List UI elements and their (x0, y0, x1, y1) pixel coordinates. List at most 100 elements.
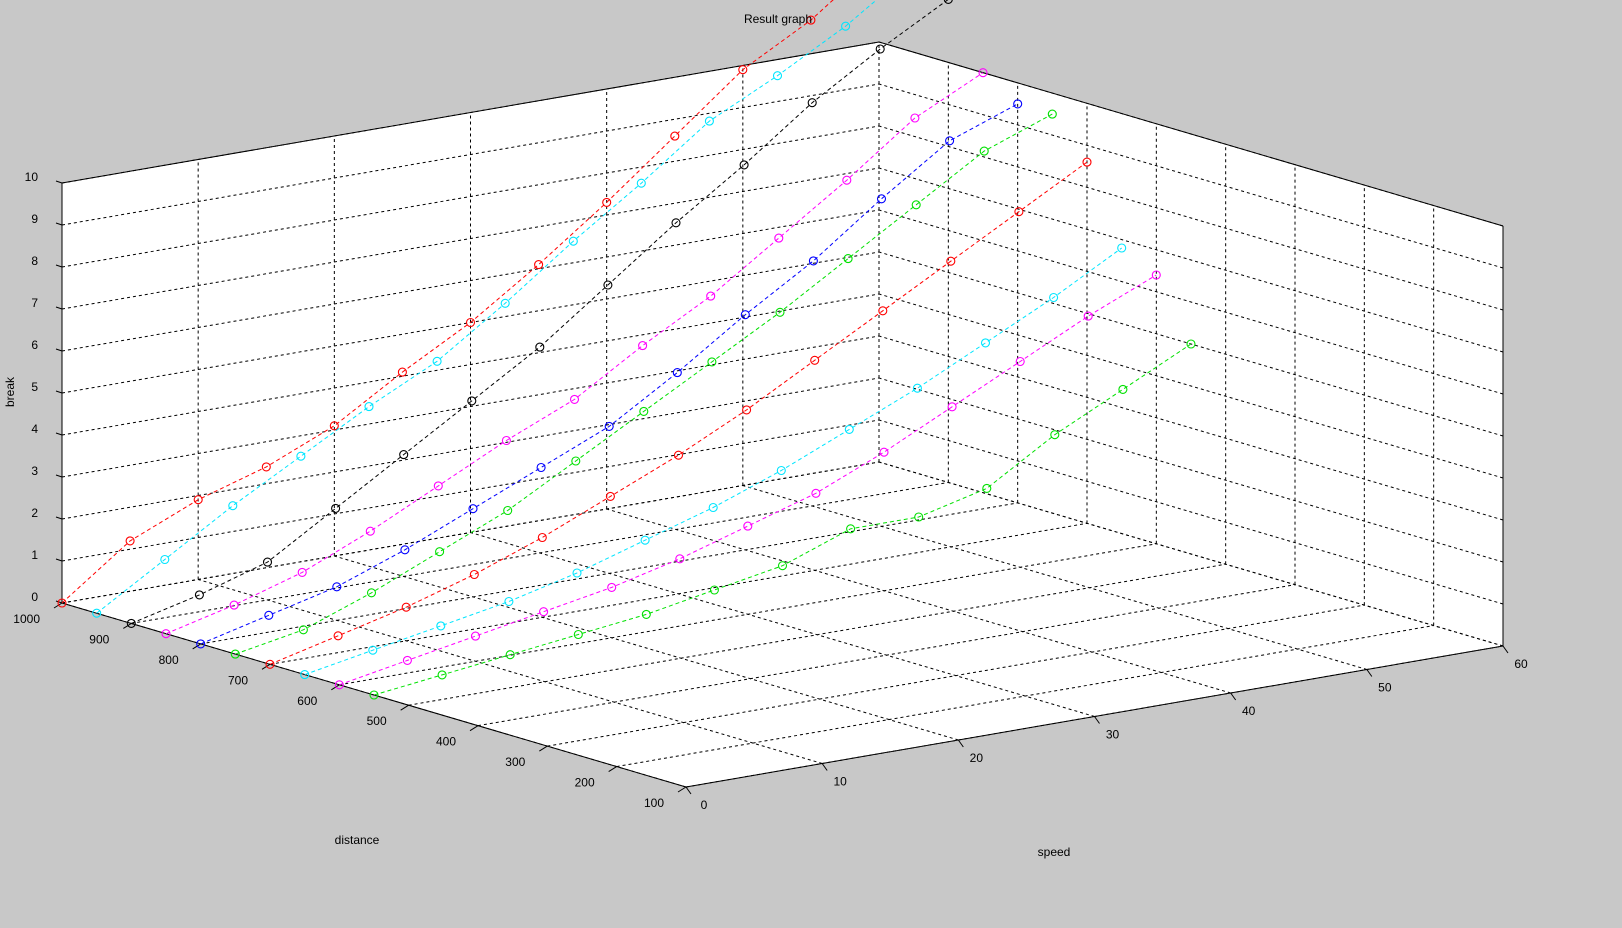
speed-tick-label: 10 (833, 775, 847, 789)
grid-line-break-wall-y (878, 125, 1504, 311)
data-point (537, 532, 547, 543)
data-point (979, 146, 989, 156)
break-tick-label: 2 (31, 506, 38, 520)
grid-line-speed-floor (606, 508, 1231, 694)
data-point (196, 639, 206, 649)
data-point (776, 465, 786, 476)
tick-labels: 0102030405060100200300400500600700800900… (13, 170, 1528, 812)
grid-line-break-wall-y (878, 377, 1504, 563)
grid-line-distance-floor (200, 502, 1018, 645)
data-point (738, 65, 748, 75)
grid-line-break-wall-y (878, 209, 1504, 395)
data-point (811, 488, 821, 498)
data-point (228, 501, 238, 511)
grid-line-distance-floor (547, 604, 1365, 747)
distance-tick-label: 400 (436, 735, 456, 749)
data-point (739, 160, 749, 170)
distance-tick-label: 300 (505, 755, 525, 769)
data-point (709, 585, 719, 595)
data-point (364, 402, 374, 412)
speed-tick-mark (1230, 692, 1237, 701)
break-tick-mark (55, 390, 63, 394)
data-point (638, 341, 648, 351)
speed-tick-label: 30 (1106, 728, 1120, 742)
break-tick-mark (55, 516, 63, 520)
chart-title: Result graph (744, 12, 812, 26)
speed-tick-label: 60 (1514, 657, 1528, 671)
data-point (467, 396, 477, 406)
data-point (707, 357, 717, 367)
data-point (846, 524, 856, 534)
grid-line-break-wall-y (878, 419, 1504, 605)
break-tick-mark (55, 222, 63, 226)
break-tick-mark (55, 432, 63, 436)
grid-line-speed-floor (742, 485, 1367, 670)
data-point (400, 545, 410, 555)
z-axis-label: break (3, 376, 17, 407)
data-point (675, 554, 685, 564)
data-point (943, 0, 953, 4)
data-point (329, 421, 339, 431)
data-point (569, 394, 580, 404)
data-point (539, 607, 549, 617)
data-point (57, 598, 67, 608)
data-point (1047, 109, 1057, 119)
grid-line-break-wall-x (61, 335, 880, 478)
series-8 (300, 243, 1127, 680)
distance-tick-label: 600 (297, 694, 317, 708)
data-point (673, 450, 684, 460)
grid-line-break-wall-y (878, 167, 1504, 353)
data-point (806, 15, 816, 25)
data-point (978, 68, 988, 78)
data-point (568, 236, 578, 246)
break-tick-mark (55, 348, 63, 352)
data-point (436, 621, 446, 631)
distance-tick-label: 100 (644, 796, 664, 810)
data-point (264, 610, 274, 620)
grid-line-speed-floor (334, 555, 959, 741)
data-point (879, 447, 889, 457)
data-point (261, 462, 271, 472)
data-point (1015, 356, 1025, 367)
distance-tick-mark (123, 623, 132, 629)
break-tick-label: 10 (25, 170, 39, 184)
data-point (331, 503, 341, 513)
series-4 (161, 68, 988, 639)
data-point (841, 21, 851, 31)
distance-tick-mark (608, 766, 617, 772)
data-point (501, 435, 511, 446)
data-point (808, 256, 818, 266)
break-tick-mark (55, 306, 63, 310)
frame-edge (878, 41, 1504, 227)
speed-tick-mark (1094, 716, 1100, 724)
series-1 (57, 0, 834, 608)
break-tick-label: 7 (31, 296, 38, 310)
data-point (1151, 270, 1161, 280)
data-point (572, 568, 582, 578)
series-line (373, 343, 1192, 696)
data-point (296, 451, 306, 461)
data-point (602, 197, 612, 207)
data-point (504, 596, 514, 607)
data-point (1117, 243, 1127, 253)
data-point (605, 491, 615, 501)
data-point (672, 368, 682, 378)
y-axis-label: distance (335, 833, 380, 847)
data-point (535, 342, 545, 352)
data-point (708, 502, 718, 513)
data-point (433, 481, 443, 491)
series-line (339, 274, 1157, 686)
grid-line-distance-floor (616, 625, 1434, 768)
speed-tick-label: 40 (1242, 704, 1256, 718)
data-point (297, 567, 307, 577)
data-point (402, 655, 412, 665)
distance-tick-mark (53, 602, 63, 609)
distance-tick-mark (261, 663, 271, 670)
data-point (332, 582, 342, 592)
speed-tick-label: 50 (1378, 681, 1392, 695)
data-point (878, 306, 888, 316)
distance-tick-label: 700 (228, 673, 248, 687)
series-line (96, 0, 878, 614)
